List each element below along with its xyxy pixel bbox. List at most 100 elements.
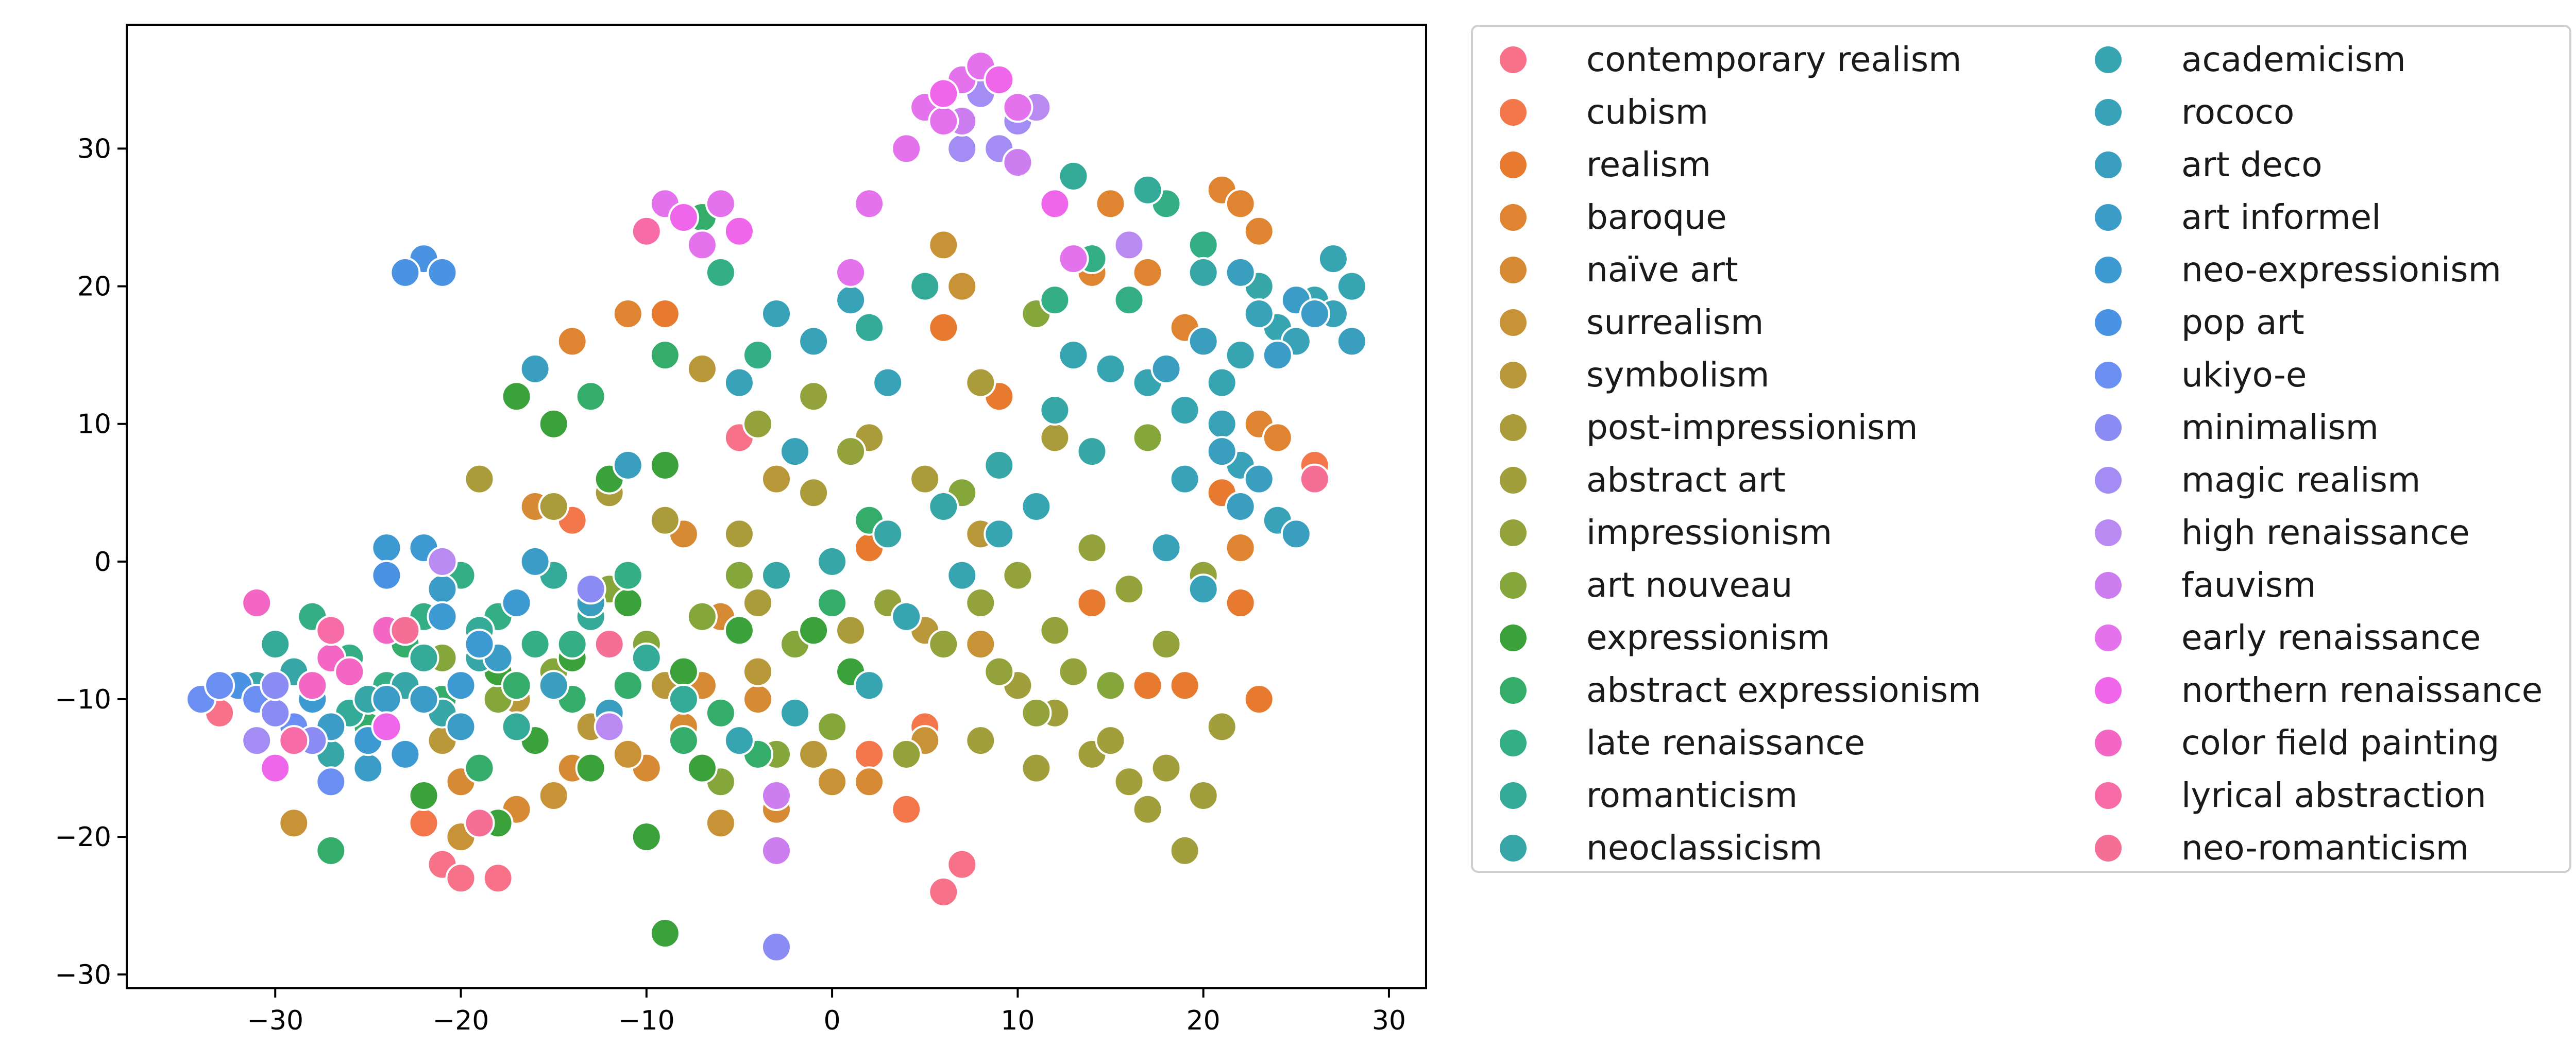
point-4-6 bbox=[742, 684, 773, 715]
legend-label: neo-romanticism bbox=[2181, 828, 2469, 868]
point-13-13 bbox=[1113, 284, 1145, 316]
point-23-0 bbox=[260, 697, 291, 729]
point-5-3 bbox=[612, 738, 643, 770]
point-5-2 bbox=[538, 780, 569, 811]
point-16-8 bbox=[1095, 353, 1126, 384]
x-tick-label-5: 20 bbox=[1187, 1005, 1221, 1036]
point-13-10 bbox=[742, 340, 773, 371]
point-20-3 bbox=[464, 629, 495, 660]
legend-label: surrealism bbox=[1586, 302, 1764, 342]
point-12-11 bbox=[668, 725, 699, 756]
x-tick-label-1: −20 bbox=[433, 1005, 489, 1036]
legend-label: art deco bbox=[2181, 145, 2323, 184]
point-7-8 bbox=[965, 367, 996, 398]
legend-label: neo-expressionism bbox=[2181, 250, 2501, 290]
point-15-14 bbox=[1188, 257, 1219, 288]
point-27-3 bbox=[1002, 92, 1033, 123]
point-15-12 bbox=[1039, 395, 1071, 426]
legend: contemporary realism cubism realism baroque… bbox=[1471, 25, 2571, 873]
point-12-8 bbox=[649, 340, 681, 371]
point-20-4 bbox=[501, 587, 532, 618]
point-4-9 bbox=[854, 766, 885, 798]
point-28-2 bbox=[668, 202, 699, 233]
point-16-1 bbox=[1317, 243, 1349, 275]
point-19-1 bbox=[408, 684, 439, 715]
point-12-5 bbox=[501, 670, 532, 701]
point-18-6 bbox=[1243, 463, 1275, 495]
legend-marker-icon bbox=[1500, 99, 1527, 126]
legend-marker-icon bbox=[1500, 519, 1527, 546]
legend-label: abstract expressionism bbox=[1586, 670, 1981, 710]
point-14-12 bbox=[909, 271, 941, 302]
point-17-12 bbox=[761, 298, 792, 329]
point-19-11 bbox=[1299, 298, 1330, 329]
point-9-4 bbox=[1113, 573, 1145, 605]
point-12-12 bbox=[705, 697, 736, 729]
legend-marker-icon bbox=[1500, 309, 1527, 336]
point-28-6 bbox=[371, 711, 402, 743]
point-5-6 bbox=[817, 766, 848, 798]
point-3-2 bbox=[1225, 188, 1256, 220]
legend-marker-icon bbox=[2095, 782, 2122, 809]
point-15-9 bbox=[872, 518, 904, 550]
point-20-0 bbox=[371, 532, 402, 564]
point-26-2 bbox=[761, 780, 792, 811]
point-6-10 bbox=[686, 353, 718, 384]
point-9-14 bbox=[835, 436, 867, 467]
legend-label: neoclassicism bbox=[1586, 828, 1823, 868]
point-29-1 bbox=[297, 670, 328, 701]
point-3-7 bbox=[556, 326, 588, 357]
point-9-7 bbox=[984, 656, 1015, 687]
point-22-1 bbox=[204, 670, 235, 701]
point-16-13 bbox=[891, 601, 922, 632]
point-3-9 bbox=[1225, 532, 1256, 564]
point-14-9 bbox=[631, 642, 662, 673]
legend-label: pop art bbox=[2181, 302, 2304, 342]
point-7-11 bbox=[835, 615, 867, 646]
point-16-11 bbox=[984, 518, 1015, 550]
point-26-3 bbox=[761, 835, 792, 866]
point-2-8 bbox=[649, 298, 681, 329]
point-29-0 bbox=[241, 587, 273, 618]
legend-marker-icon bbox=[1500, 467, 1527, 494]
plot-frame bbox=[126, 24, 1427, 989]
point-14-6 bbox=[501, 711, 532, 743]
point-18-10 bbox=[612, 449, 643, 481]
point-8-3 bbox=[1188, 780, 1219, 811]
point-5-11 bbox=[965, 629, 996, 660]
point-13-9 bbox=[705, 257, 736, 288]
x-tick-label-6: 30 bbox=[1372, 1005, 1406, 1036]
point-5-4 bbox=[705, 807, 736, 839]
legend-marker-icon bbox=[1500, 572, 1527, 599]
point-19-9 bbox=[1262, 340, 1293, 371]
legend-label: art informel bbox=[2181, 197, 2381, 237]
point-11-6 bbox=[408, 780, 439, 811]
point-12-14 bbox=[817, 587, 848, 618]
point-28-4 bbox=[1039, 188, 1071, 220]
point-23-4 bbox=[260, 670, 291, 701]
point-14-15 bbox=[1132, 174, 1163, 206]
legend-marker-icon bbox=[2095, 519, 2122, 546]
point-18-7 bbox=[1280, 518, 1312, 550]
point-27-10 bbox=[1058, 243, 1089, 275]
y-tick-label-5: 20 bbox=[77, 272, 111, 302]
legend-marker-icon bbox=[1500, 362, 1527, 389]
point-15-8 bbox=[817, 546, 848, 577]
point-28-0 bbox=[984, 64, 1015, 95]
legend-label: late renaissance bbox=[1586, 723, 1866, 763]
point-13-15 bbox=[1188, 229, 1219, 261]
point-11-18 bbox=[686, 752, 718, 784]
y-tick-label-6: 30 bbox=[77, 133, 111, 164]
point-13-11 bbox=[1039, 284, 1071, 316]
legend-label: realism bbox=[1586, 145, 1711, 184]
point-10-4 bbox=[723, 560, 755, 591]
legend-marker-icon bbox=[2095, 46, 2122, 73]
point-12-4 bbox=[464, 752, 495, 784]
point-17-8 bbox=[1150, 532, 1182, 564]
point-17-14 bbox=[779, 436, 810, 467]
data-points bbox=[185, 50, 1367, 963]
point-16-5 bbox=[1206, 367, 1238, 398]
point-16-15 bbox=[779, 697, 810, 729]
point-17-13 bbox=[723, 367, 755, 398]
point-6-5 bbox=[742, 656, 773, 687]
